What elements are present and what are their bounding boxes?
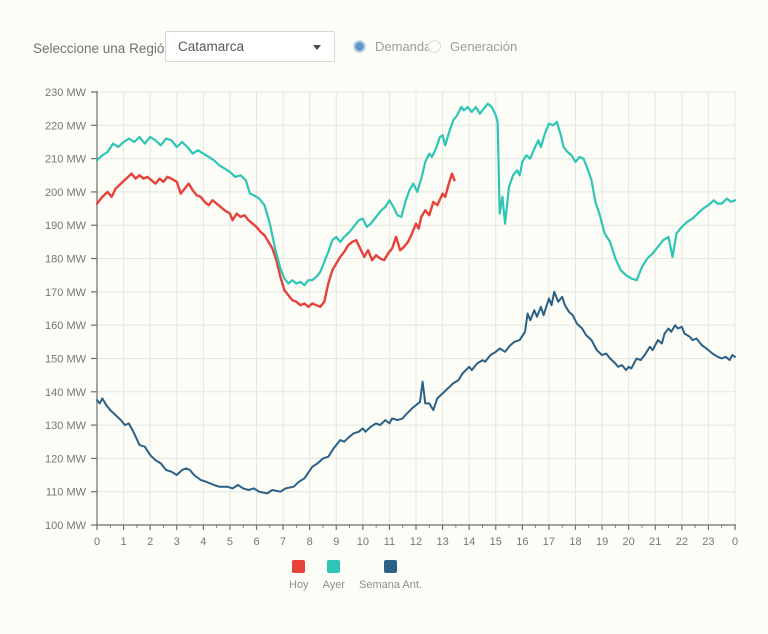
svg-text:2: 2 [147,536,153,548]
svg-text:16: 16 [516,536,528,548]
svg-text:10: 10 [357,536,369,548]
radio-generacion-label: Generación [450,39,518,54]
region-select[interactable]: Catamarca [165,31,335,62]
legend-label-ayer: Ayer [322,579,345,591]
svg-text:13: 13 [436,536,448,548]
region-select-label: Seleccione una Región [33,41,172,56]
legend-item-semana-ant[interactable]: Semana Ant. [359,560,422,591]
svg-text:20: 20 [623,536,635,548]
svg-text:19: 19 [596,536,608,548]
legend-swatch-semana-ant [383,560,397,573]
svg-text:190 MW: 190 MW [45,220,87,232]
legend-swatch-ayer [327,560,341,573]
svg-text:130 MW: 130 MW [45,420,87,432]
radio-demanda-label: Demanda [375,39,432,54]
svg-text:8: 8 [307,536,313,548]
svg-text:17: 17 [543,536,555,548]
svg-text:220 MW: 220 MW [45,120,87,132]
svg-text:200 MW: 200 MW [45,187,87,199]
radio-demanda[interactable]: Demanda [353,39,431,54]
radio-generacion[interactable]: Generación [428,39,517,54]
legend-label-semana-ant: Semana Ant. [358,579,422,591]
chart-legend: Hoy Ayer Semana Ant. [289,560,422,591]
svg-text:12: 12 [410,536,422,548]
svg-text:120 MW: 120 MW [45,453,87,465]
svg-text:15: 15 [490,536,502,548]
svg-text:1: 1 [121,536,127,548]
svg-text:180 MW: 180 MW [45,254,87,266]
svg-text:160 MW: 160 MW [45,320,87,332]
svg-text:11: 11 [384,536,395,548]
svg-text:3: 3 [174,536,180,548]
legend-swatch-hoy [292,560,306,573]
radio-selected-icon [353,40,366,53]
svg-text:210 MW: 210 MW [45,154,87,166]
svg-text:9: 9 [333,536,339,548]
svg-text:110 MW: 110 MW [46,487,87,499]
svg-text:150 MW: 150 MW [45,353,87,365]
svg-text:4: 4 [200,536,206,548]
svg-text:5: 5 [227,536,233,548]
legend-item-hoy[interactable]: Hoy [289,560,309,591]
svg-text:14: 14 [463,536,475,548]
svg-text:22: 22 [676,536,688,548]
svg-text:230 MW: 230 MW [45,87,87,99]
legend-label-hoy: Hoy [289,579,309,591]
svg-text:100 MW: 100 MW [45,520,87,532]
radio-unselected-icon [428,40,441,53]
svg-text:6: 6 [253,536,259,548]
demand-chart: 100 MW 110 MW 120 MW 130 MW 140 MW 150 MW 160 … [45,87,738,548]
svg-text:0: 0 [94,536,100,548]
svg-text:23: 23 [702,536,714,548]
svg-text:7: 7 [280,536,286,548]
legend-item-ayer[interactable]: Ayer [323,560,345,591]
svg-text:170 MW: 170 MW [45,287,87,299]
region-select-value: Catamarca [178,39,245,54]
svg-text:18: 18 [569,536,581,548]
svg-text:0: 0 [732,536,738,548]
chevron-down-icon [313,45,321,50]
svg-text:140 MW: 140 MW [45,387,87,399]
svg-text:21: 21 [649,536,661,548]
